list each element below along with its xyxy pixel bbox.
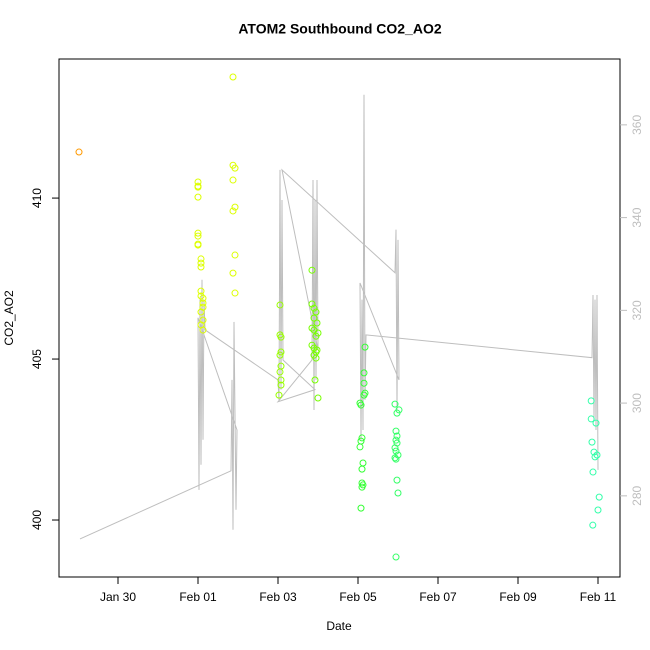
point: [197, 255, 205, 263]
point: [197, 259, 205, 267]
point: [308, 324, 316, 332]
point: [194, 193, 202, 201]
point: [391, 400, 399, 408]
point: [229, 269, 237, 277]
point: [393, 432, 401, 440]
point: [308, 300, 316, 308]
point: [197, 308, 205, 316]
point: [277, 333, 285, 341]
x-tick-label: Feb 03: [259, 590, 297, 604]
x-tick-label: Jan 30: [100, 590, 136, 604]
x-tick-label: Feb 05: [339, 590, 377, 604]
point: [361, 343, 369, 351]
point: [587, 415, 595, 423]
point: [392, 436, 400, 444]
y2-tick-label: 300: [630, 393, 644, 413]
point: [277, 376, 285, 384]
point: [314, 394, 322, 402]
point: [589, 521, 597, 529]
point: [358, 465, 366, 473]
x-tick-label: Feb 01: [179, 590, 217, 604]
x-axis-label: Date: [326, 619, 352, 633]
point: [229, 73, 237, 81]
point: [199, 326, 207, 334]
x-tick-label: Feb 07: [419, 590, 457, 604]
point: [276, 301, 284, 309]
point: [229, 176, 237, 184]
point: [276, 368, 284, 376]
point: [357, 504, 365, 512]
point: [231, 164, 239, 172]
plot-frame: [58, 58, 621, 578]
point: [313, 319, 321, 327]
y-axis-label: CO2_AO2: [2, 290, 16, 346]
point: [392, 427, 400, 435]
point: [358, 434, 366, 442]
chart-title: ATOM2 Southbound CO2_AO2: [238, 21, 441, 37]
y-tick-label: 405: [30, 349, 44, 369]
point: [391, 454, 399, 462]
point: [277, 348, 285, 356]
point: [358, 483, 366, 491]
point: [357, 401, 365, 409]
point: [197, 287, 205, 295]
y2-tick-label: 280: [630, 486, 644, 506]
point: [312, 354, 320, 362]
point: [276, 351, 284, 359]
point: [356, 443, 364, 451]
point: [393, 409, 401, 417]
point: [194, 229, 202, 237]
point: [393, 476, 401, 484]
point: [360, 379, 368, 387]
point: [592, 419, 600, 427]
point: [199, 294, 207, 302]
point: [308, 266, 316, 274]
point: [587, 397, 595, 405]
point: [194, 241, 202, 249]
x-tick-label: Feb 11: [580, 590, 617, 604]
point: [588, 438, 596, 446]
point: [594, 506, 602, 514]
point: [229, 207, 237, 215]
point: [197, 263, 205, 271]
y2-tick-label: 360: [630, 115, 644, 135]
point: [312, 308, 320, 316]
point: [231, 289, 239, 297]
point: [595, 493, 603, 501]
point: [591, 453, 599, 461]
point: [277, 381, 285, 389]
y-tick-label: 400: [30, 510, 44, 530]
point: [392, 455, 400, 463]
point: [392, 447, 400, 455]
point: [310, 314, 318, 322]
point: [360, 391, 368, 399]
point: [310, 304, 318, 312]
point: [312, 332, 320, 340]
point: [275, 391, 283, 399]
point: [231, 203, 239, 211]
point: [394, 489, 402, 497]
point: [197, 292, 205, 300]
point: [194, 183, 202, 191]
x-tick-label: Feb 09: [499, 590, 537, 604]
y2-tick-label: 320: [630, 300, 644, 320]
y2-tick-label: 340: [630, 207, 644, 227]
point: [360, 369, 368, 377]
point: [593, 451, 601, 459]
point: [199, 299, 207, 307]
point: [589, 468, 597, 476]
point: [392, 553, 400, 561]
point: [311, 376, 319, 384]
y-tick-label: 410: [30, 188, 44, 208]
point: [75, 148, 83, 156]
point: [231, 251, 239, 259]
data-line: [79, 94, 599, 540]
point: [194, 178, 202, 186]
point: [391, 444, 399, 452]
point: [194, 232, 202, 240]
